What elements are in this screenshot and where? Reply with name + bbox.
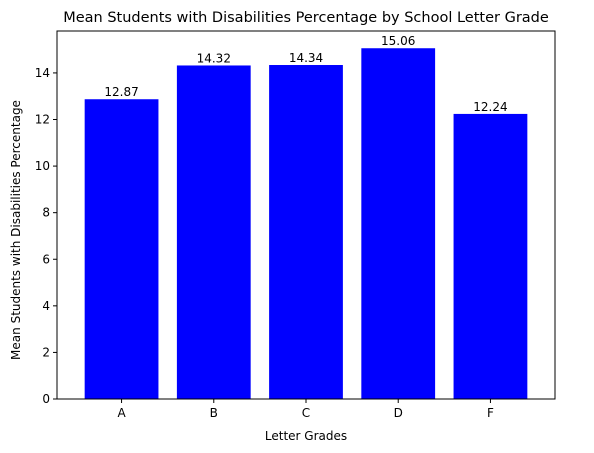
bars-layer	[84, 48, 528, 400]
y-tick-label-10: 10	[35, 159, 50, 173]
x-tick-label-b: B	[210, 406, 218, 420]
data-label-d: 15.06	[381, 34, 415, 48]
bar-d	[361, 48, 436, 400]
x-tick-label-f: F	[487, 406, 494, 420]
data-label-b: 14.32	[197, 51, 231, 65]
y-tick-label-4: 4	[42, 299, 50, 313]
data-label-f: 12.24	[473, 100, 507, 114]
y-tick-label-14: 14	[35, 66, 50, 80]
y-tick-label-6: 6	[42, 252, 50, 266]
chart-title: Mean Students with Disabilities Percenta…	[63, 10, 549, 26]
y-tick-label-12: 12	[35, 113, 50, 127]
x-axis-label: Letter Grades	[265, 429, 347, 443]
x-tick-label-d: D	[394, 406, 403, 420]
y-axis: 0 2 4 6 8 10 12 14	[35, 66, 57, 406]
data-label-c: 14.34	[289, 51, 323, 65]
bar-c	[269, 65, 343, 399]
bar-b	[176, 65, 251, 399]
x-tick-label-a: A	[117, 406, 126, 420]
y-tick-label-8: 8	[42, 206, 50, 220]
bar-f	[453, 113, 528, 400]
y-tick-label-2: 2	[42, 345, 50, 359]
x-tick-label-c: C	[302, 406, 310, 420]
data-label-a: 12.87	[104, 85, 138, 99]
y-tick-label-0: 0	[42, 392, 50, 406]
y-axis-label: Mean Students with Disabilities Percenta…	[9, 100, 23, 360]
data-labels-layer: 12.87 14.32 14.34 15.06 12.24	[104, 34, 507, 114]
bar-a	[84, 99, 159, 400]
